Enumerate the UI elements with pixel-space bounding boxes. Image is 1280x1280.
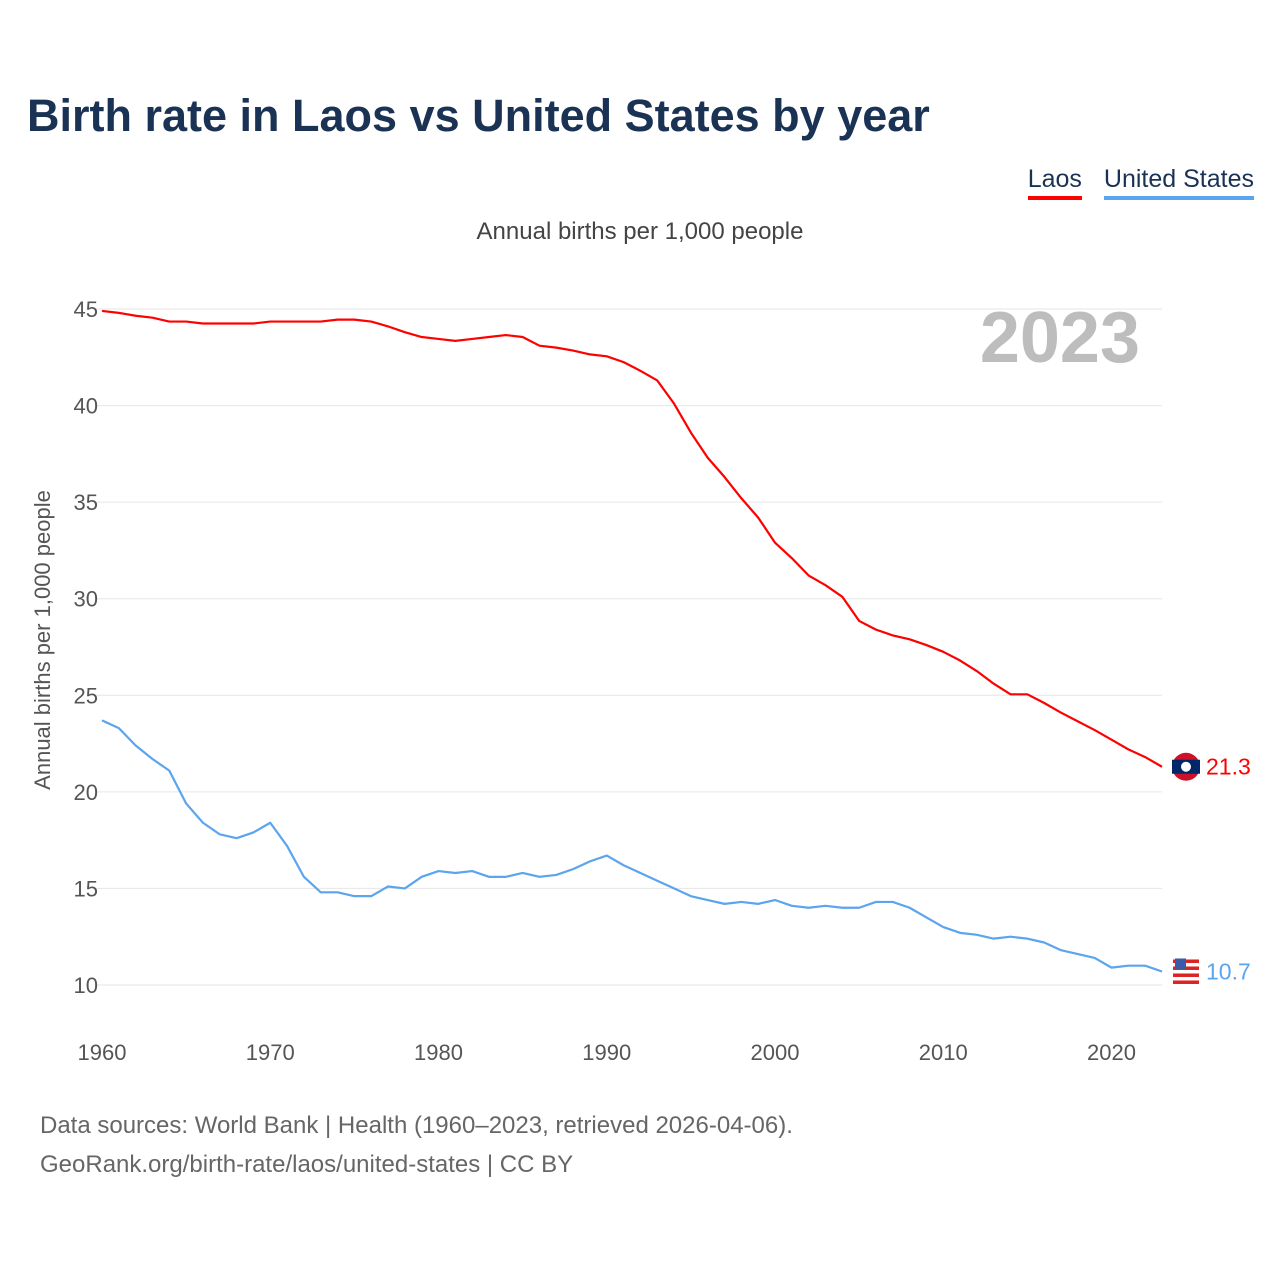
series-line-laos (101, 309, 1163, 768)
x-tick-label: 1980 (414, 1040, 463, 1065)
series-line-united-states (101, 719, 1163, 973)
chart-subtitle: Annual births per 1,000 people (476, 218, 804, 245)
y-tick-label: 40 (74, 394, 98, 419)
us-flag-stripe (1173, 973, 1199, 977)
end-value-label: 10.7 (1206, 958, 1251, 984)
x-tick-label: 1970 (246, 1040, 295, 1065)
year-watermark: 2023 (980, 298, 1140, 378)
x-tick-label: 2020 (1087, 1040, 1136, 1065)
y-tick-label: 15 (74, 876, 98, 901)
y-tick-label: 10 (74, 973, 98, 998)
laos-flag-disc (1181, 761, 1191, 772)
source-line-2[interactable]: GeoRank.org/birth-rate/laos/united-state… (40, 1151, 574, 1178)
y-tick-label: 30 (74, 587, 98, 612)
us-flag-stripe (1173, 980, 1199, 984)
y-tick-label: 25 (74, 683, 98, 708)
source-line-1: Data sources: World Bank | Health (1960–… (40, 1112, 793, 1139)
x-tick-label: 2010 (919, 1040, 968, 1065)
y-axis-label: Annual births per 1,000 people (30, 490, 55, 790)
y-tick-label: 45 (74, 297, 98, 322)
end-value-label: 21.3 (1206, 754, 1251, 780)
legend-laos[interactable]: Laos (1027, 165, 1082, 200)
y-tick-label: 20 (74, 780, 98, 805)
x-tick-label: 1960 (78, 1040, 127, 1065)
chart-title: Birth rate in Laos vs United States by y… (27, 90, 930, 141)
us-flag-canton (1175, 958, 1186, 970)
source-note: Data sources: World Bank | Health (1960–… (40, 1106, 793, 1184)
y-tick-label: 35 (74, 490, 98, 515)
x-tick-label: 1990 (582, 1040, 631, 1065)
x-tick-label: 2000 (751, 1040, 800, 1065)
legend-united-states[interactable]: United States (1103, 165, 1254, 200)
legend: Laos United States (1027, 165, 1254, 200)
